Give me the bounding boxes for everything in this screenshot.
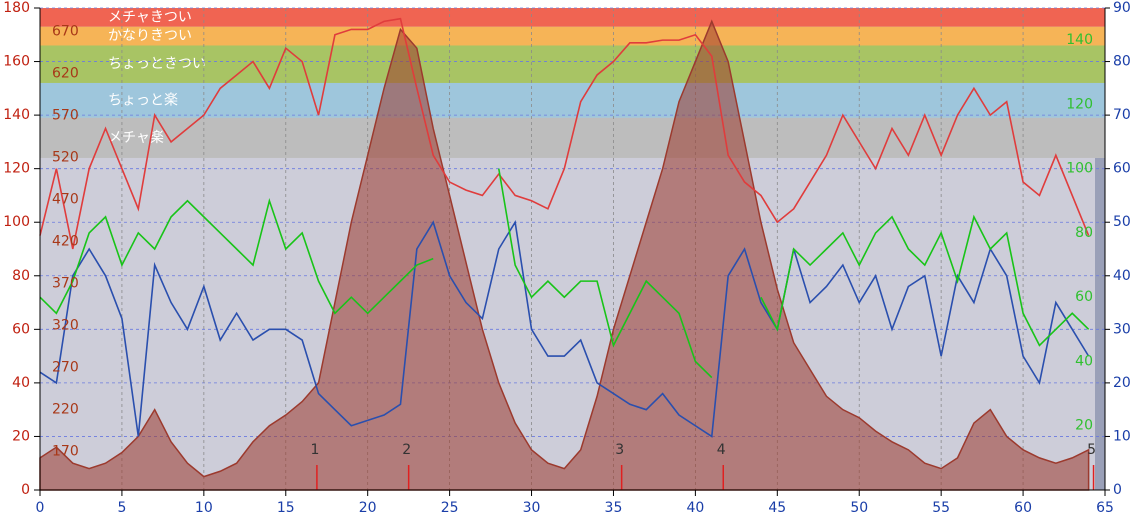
series-line: [39, 168, 1090, 379]
lap-label: 1: [310, 442, 319, 458]
lap-label: 5: [1087, 442, 1096, 458]
cadence-tick-label: 100: [1066, 161, 1093, 177]
power-tick-label: 620: [52, 65, 79, 81]
y-tick-label: 120: [3, 161, 30, 177]
power-tick-label: 220: [52, 401, 79, 417]
series-line: [39, 219, 1090, 438]
y2-tick-label: 50: [1113, 214, 1131, 230]
y2-tick-label: 70: [1113, 107, 1131, 123]
y2-tick-label: 20: [1113, 375, 1131, 391]
zone-label: メチャきつい: [108, 9, 192, 25]
y2-tick-label: 90: [1113, 0, 1131, 16]
x-tick-label: 45: [768, 500, 786, 516]
power-tick-label: 320: [52, 317, 79, 333]
x-tick-label: 10: [195, 500, 213, 516]
zone-band: [40, 8, 1105, 27]
x-tick-label: 5: [117, 500, 126, 516]
zone-band: [40, 45, 1105, 83]
power-tick-label: 520: [52, 149, 79, 165]
series-line: [39, 17, 1090, 250]
cadence-tick-label: 60: [1075, 289, 1093, 305]
zone-band: [40, 82, 1105, 118]
y2-tick-label: 60: [1113, 161, 1131, 177]
x-tick-label: 30: [523, 500, 541, 516]
power-tick-label: 370: [52, 275, 79, 291]
y2-tick-label: 80: [1113, 54, 1131, 70]
x-tick-label: 40: [686, 500, 704, 516]
x-tick-label: 25: [441, 500, 459, 516]
x-tick-label: 60: [1014, 500, 1032, 516]
zone-label: かなりきつい: [108, 28, 192, 44]
zone-label: メチャ楽: [108, 130, 164, 146]
power-tick-label: 670: [52, 24, 79, 40]
power-tick-label: 170: [52, 443, 79, 459]
lap-label: 4: [717, 442, 726, 458]
y-tick-label: 80: [12, 268, 30, 284]
cadence-tick-label: 40: [1075, 353, 1093, 369]
x-tick-label: 65: [1096, 500, 1114, 516]
power-tick-label: 270: [52, 359, 79, 375]
lap-label: 3: [615, 442, 624, 458]
y-tick-label: 60: [12, 321, 30, 337]
y2-tick-label: 0: [1113, 482, 1122, 498]
x-tick-label: 0: [36, 500, 45, 516]
cadence-tick-label: 80: [1075, 225, 1093, 241]
cadence-tick-label: 140: [1066, 32, 1093, 48]
y-tick-label: 20: [12, 428, 30, 444]
y-tick-label: 40: [12, 375, 30, 391]
y-tick-label: 140: [3, 107, 30, 123]
cadence-tick-label: 20: [1075, 418, 1093, 434]
zone-label: ちょっと楽: [108, 92, 178, 108]
cadence-tick-label: 120: [1066, 96, 1093, 112]
power-tick-label: 420: [52, 233, 79, 249]
y-tick-label: 160: [3, 54, 30, 70]
y-tick-label: 0: [21, 482, 30, 498]
zone-band: [40, 26, 1105, 46]
right-strip: [1095, 158, 1105, 490]
power-tick-label: 470: [52, 191, 79, 207]
y2-tick-label: 30: [1113, 321, 1131, 337]
x-tick-label: 35: [605, 500, 623, 516]
zone-label: ちょっときつい: [108, 56, 206, 72]
lap-label: 2: [402, 442, 411, 458]
y2-tick-label: 40: [1113, 268, 1131, 284]
x-tick-label: 50: [850, 500, 868, 516]
power-tick-label: 570: [52, 107, 79, 123]
y-tick-label: 180: [3, 0, 30, 16]
y-tick-label: 100: [3, 214, 30, 230]
y2-tick-label: 10: [1113, 428, 1131, 444]
x-tick-label: 20: [359, 500, 377, 516]
x-tick-label: 55: [932, 500, 950, 516]
elevation-area: [39, 19, 1090, 491]
x-tick-label: 15: [277, 500, 295, 516]
